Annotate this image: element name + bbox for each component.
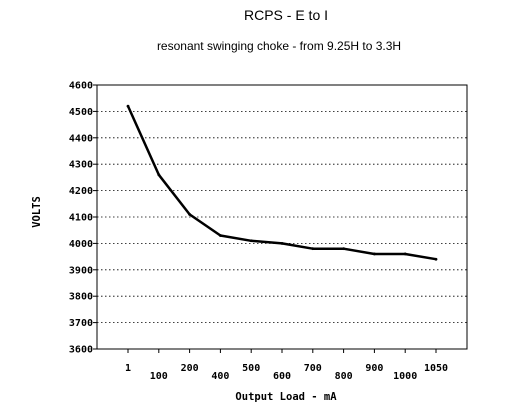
x-axis-ticks: 1 100 200 400 500 600 700 800 900 1000 1050 bbox=[125, 349, 448, 382]
data-point bbox=[157, 173, 161, 177]
chart-title: RCPS - E to I bbox=[244, 7, 328, 23]
data-point bbox=[373, 252, 376, 256]
data-point bbox=[126, 104, 130, 108]
y-tick-label: 4200 bbox=[69, 186, 93, 197]
data-point bbox=[403, 252, 407, 256]
data-point bbox=[219, 234, 222, 237]
data-point bbox=[311, 247, 315, 251]
x-tick-label: 200 bbox=[181, 363, 199, 374]
y-tick-label: 4500 bbox=[69, 107, 93, 118]
y-tick-label: 4300 bbox=[69, 160, 93, 171]
chart-subtitle: resonant swinging choke - from 9.25H to … bbox=[157, 39, 401, 53]
y-tick-label: 3900 bbox=[69, 265, 93, 276]
x-tick-label: 500 bbox=[242, 363, 260, 374]
y-axis-ticks: 3600 3700 3800 3900 4000 4100 4200 4300 4400 4500… bbox=[69, 81, 97, 356]
x-tick-label: 1 bbox=[125, 363, 131, 374]
y-tick-label: 4600 bbox=[69, 81, 93, 92]
y-tick-label: 3600 bbox=[69, 345, 93, 356]
x-tick-label: 1000 bbox=[393, 371, 417, 382]
y-tick-label: 3700 bbox=[69, 318, 93, 329]
series-layer bbox=[126, 104, 438, 261]
series-line bbox=[126, 105, 437, 261]
y-tick-label: 4400 bbox=[69, 133, 93, 144]
y-tick-label: 4000 bbox=[69, 239, 93, 250]
gridlines bbox=[97, 111, 467, 324]
x-tick-label: 900 bbox=[365, 363, 383, 374]
data-point bbox=[342, 247, 345, 251]
data-point bbox=[188, 212, 192, 216]
x-tick-label: 400 bbox=[211, 371, 229, 382]
x-tick-label: 600 bbox=[273, 371, 291, 382]
x-tick-label: 100 bbox=[150, 371, 168, 382]
x-axis-label: Output Load - mA bbox=[235, 391, 337, 403]
x-tick-label: 1050 bbox=[424, 363, 448, 374]
data-point bbox=[434, 257, 438, 261]
data-point bbox=[249, 239, 253, 243]
y-axis-label: VOLTS bbox=[31, 196, 43, 228]
y-tick-label: 4100 bbox=[69, 213, 93, 224]
x-tick-label: 800 bbox=[335, 371, 353, 382]
data-point bbox=[280, 242, 284, 245]
x-tick-label: 700 bbox=[304, 363, 322, 374]
y-tick-label: 3800 bbox=[69, 292, 93, 303]
